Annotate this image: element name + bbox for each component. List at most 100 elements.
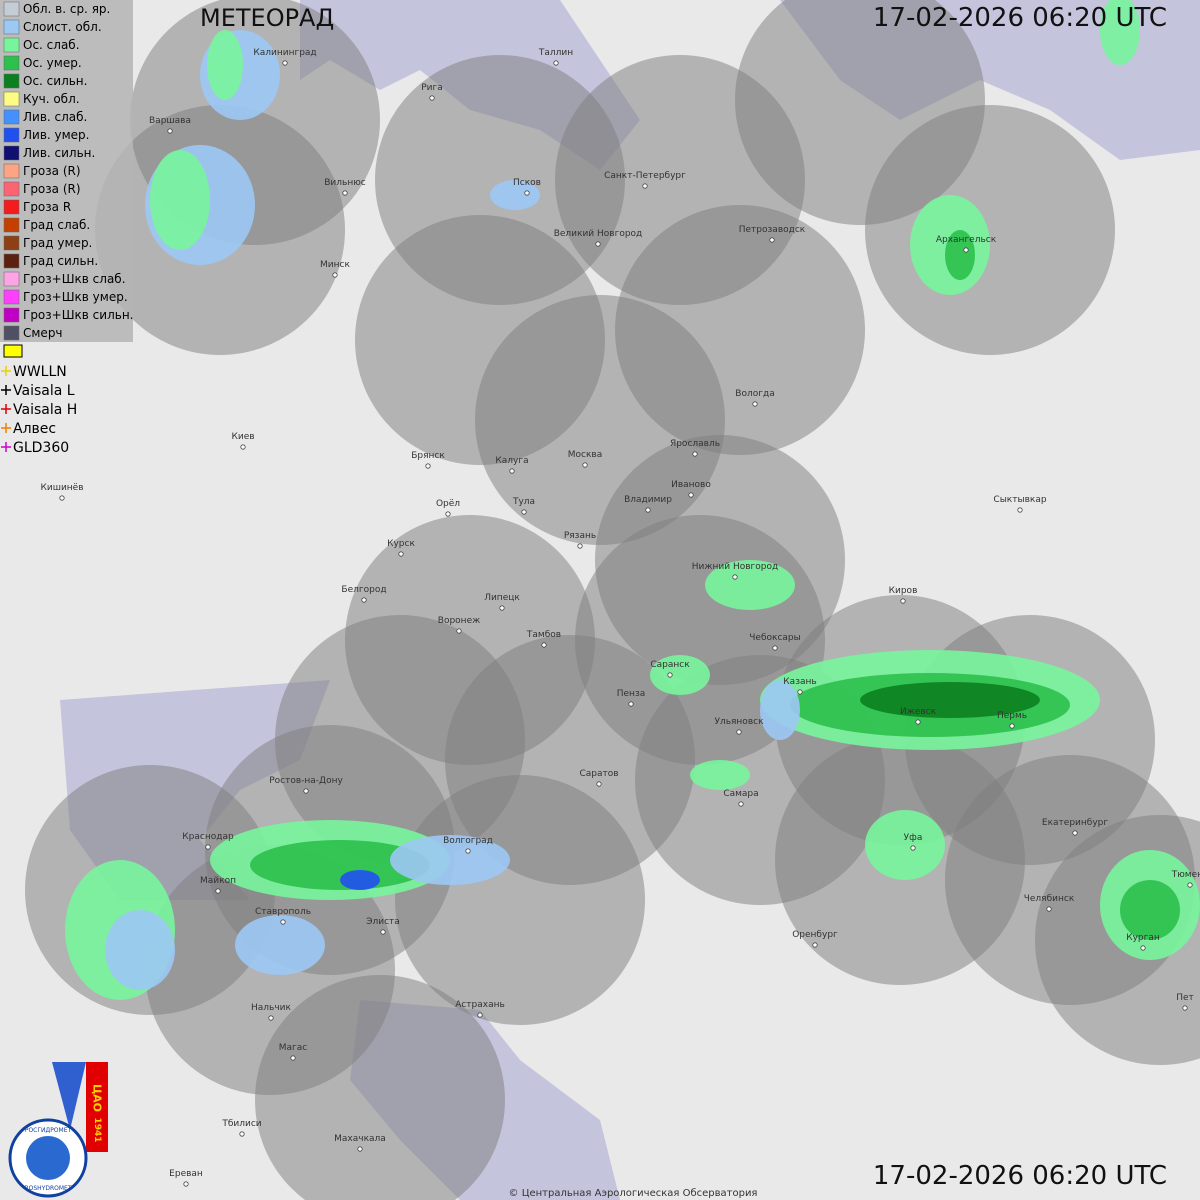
city-label: Орёл [436,499,460,509]
city-dot [456,628,462,634]
title: МЕТЕОРАД [200,4,334,32]
precip-area [1120,880,1180,940]
precip-area [860,682,1040,718]
legend-swatch [3,253,20,269]
city-dot [342,190,348,196]
city-dot [380,929,386,935]
city-dot [268,1015,274,1021]
legend-label: Куч. обл. [23,92,80,106]
city-dot [596,781,602,787]
precip-area [650,655,710,695]
city-label: Оренбург [792,930,838,940]
city-label: Саратов [579,769,618,779]
city-dot [239,1131,245,1137]
city-label: Махачкала [334,1134,386,1144]
city-dot [477,1012,483,1018]
city-label: Казань [783,677,816,687]
precip-area [945,230,975,280]
legend-label: Гроз+Шкв сильн. [23,308,133,322]
city-label: Нижний Новгород [692,562,778,572]
city-label: Сыктывкар [993,495,1046,505]
logo-flag-blue [52,1062,86,1130]
precip-area [250,840,430,890]
city-dot [509,468,515,474]
city-dot [357,1146,363,1152]
city-dot [445,511,451,517]
city-dot [1017,507,1023,513]
city-label: Волгоград [443,836,493,846]
city-dot [1009,723,1015,729]
precip-area [1100,0,1140,65]
city-label: Нальчик [251,1003,292,1013]
city-label: Брянск [411,451,445,461]
city-label: Петрозаводск [739,225,806,235]
city-dot [167,128,173,134]
precip-area [235,915,325,975]
city-dot [645,507,651,513]
city-label: Ростов-на-Дону [269,776,343,786]
legend-label: Гроза (R) [23,182,81,196]
city-label: Таллин [538,48,573,58]
legend-swatch [3,217,20,233]
legend: Обл. в. ср. яр. Слоист. обл. Ос. слаб. Ос. … [3,1,133,341]
lightning-legend: WWLLN Vaisala L Vaisala H Алвес GLD360 [1,364,77,456]
city-label: Вильнюс [324,178,366,188]
legend-label: Смерч [23,326,63,340]
city-dot [752,401,758,407]
legend-label: Град сильн. [23,254,98,268]
legend-swatch [3,109,20,125]
city-label: Саранск [650,660,690,670]
city-dot [797,689,803,695]
city-label: Ставрополь [255,907,311,917]
lightning-symbol [1,385,11,395]
legend-label: Град умер. [23,236,92,250]
lightning-symbol [1,442,11,452]
city-dot [303,788,309,794]
legend-swatch [3,19,20,35]
city-label: Москва [568,450,602,460]
legend-panel [0,0,133,342]
timestamp-bottom: 17-02-2026 06:20 UTC [873,1161,1167,1191]
legend-swatch [3,37,20,53]
city-dot [541,642,547,648]
legend-label: Гроз+Шкв умер. [23,290,128,304]
precip-area [690,760,750,790]
city-dot [1072,830,1078,836]
city-label: Майкоп [200,876,236,886]
city-label: Ульяновск [714,717,764,727]
legend-label: Гроза R [23,200,71,214]
lightning-flag [3,344,23,358]
city-dot [736,729,742,735]
city-dot [595,241,601,247]
city-label: Курган [1126,933,1160,943]
city-label: Пенза [617,689,646,699]
legend-swatch [3,181,20,197]
precip-area [705,560,795,610]
legend-swatch [3,325,20,341]
radar-circle [595,435,845,685]
city-label: Тамбов [526,630,561,640]
legend-label: Слоист. обл. [23,20,102,34]
precip-area [760,680,800,740]
radar-circle [865,105,1115,355]
lightning-label: Алвес [13,421,56,437]
radar-circle [255,975,505,1200]
logo-year: 1941 [92,1117,102,1142]
city-label: Белгород [341,585,386,595]
city-label: Иваново [671,480,711,490]
city-label: Астрахань [455,1000,505,1010]
city-dot [1140,945,1146,951]
legend-swatch [3,127,20,143]
city-dot [915,719,921,725]
city-label: Самара [723,789,758,799]
city-dot [642,183,648,189]
city-dot [732,574,738,580]
lightning-label: Vaisala H [13,402,77,418]
city-label: Кишинёв [40,483,83,493]
city-dot [738,801,744,807]
timestamp-top: 17-02-2026 06:20 UTC [873,3,1167,33]
legend-label: Обл. в. ср. яр. [23,2,110,16]
lightning-symbol [1,366,11,376]
city-dot [282,60,288,66]
